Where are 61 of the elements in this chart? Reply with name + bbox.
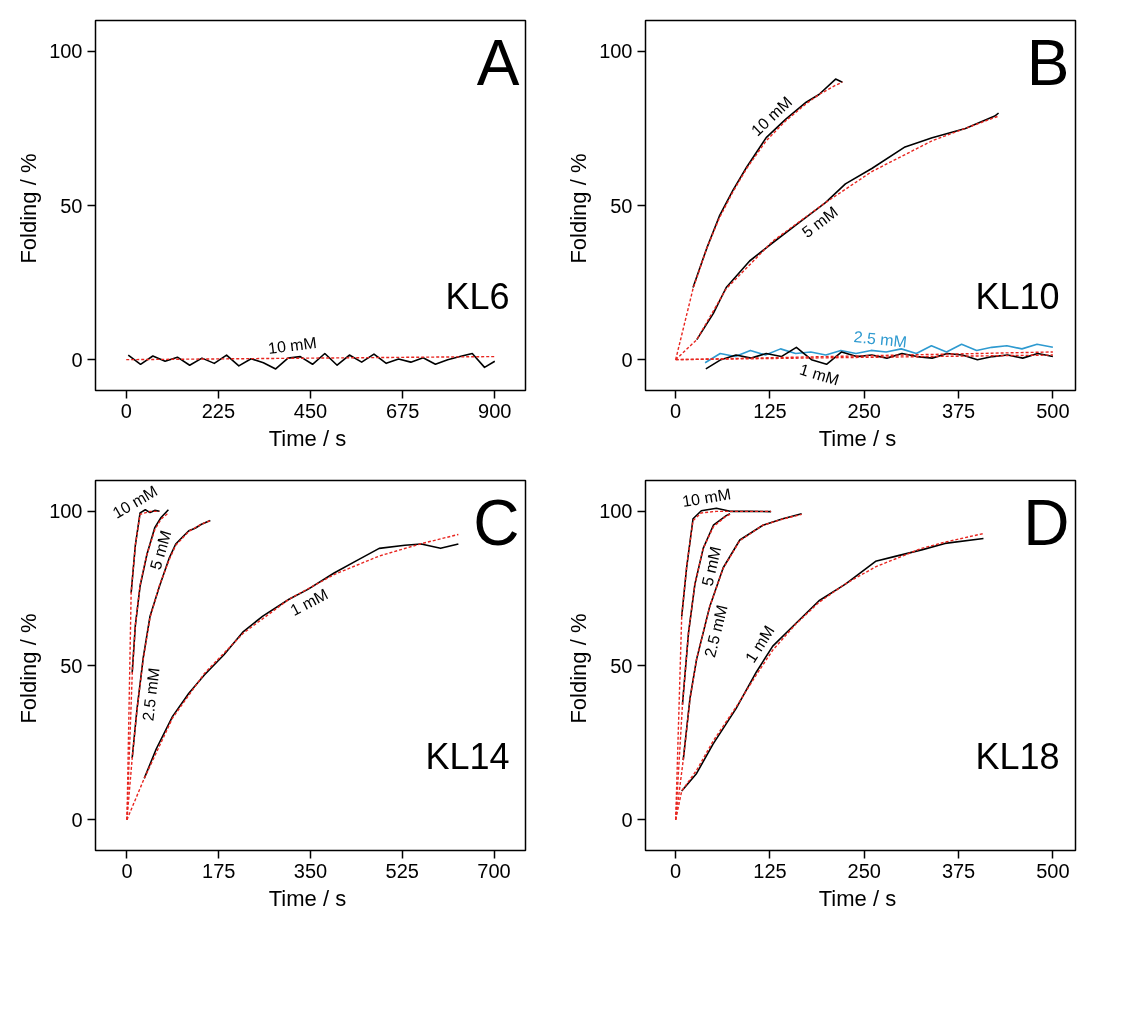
x-tick-label: 450 [293,399,328,422]
x-tick-label: 0 [670,399,682,422]
x-tick-label: 375 [941,859,976,882]
y-tick-label: 0 [621,348,633,371]
x-tick-label: 700 [477,859,511,882]
y-tick-label: 100 [599,40,633,63]
y-tick-label: 50 [60,194,83,217]
x-tick-label: 900 [478,399,512,422]
text: 10 mM [267,334,318,357]
text: 1 mM [287,585,331,620]
y-axis-title: Folding / % [16,153,42,264]
x-tick-label: 125 [753,859,787,882]
x-tick-label: 125 [753,399,787,422]
annotation: B [1026,26,1070,99]
legend-label: 10 mM [109,482,161,522]
x-tick-label: 0 [120,399,132,422]
text: 2.5 mM [139,666,163,722]
x-tick-label: 250 [847,859,881,882]
text: 5 mM [798,203,841,241]
x-tick-label: 500 [1036,859,1070,882]
x-tick-label: 375 [941,399,976,422]
y-axis-title: Folding / % [566,613,592,724]
annotation: A [476,26,520,99]
text: 5 mM [698,544,725,588]
x-tick-label: 675 [385,399,420,422]
x-axis-title: Time / s [818,885,897,911]
y-tick-label: 50 [610,194,633,217]
y-tick-label: 50 [610,654,633,677]
x-tick-label: 250 [847,399,881,422]
x-tick-label: 0 [121,859,133,882]
x-tick-label: 350 [293,859,328,882]
x-axis-title: Time / s [268,425,347,451]
x-tick-label: 500 [1036,399,1070,422]
x-tick-label: 225 [201,399,236,422]
text: 2.5 mM [853,328,908,351]
annotation: C [473,486,520,559]
y-tick-label: 100 [599,500,633,523]
y-tick-label: 100 [49,500,83,523]
y-tick-label: 0 [71,808,83,831]
annotation: KL6 [445,275,510,317]
text: 2.5 mM [701,603,731,660]
y-tick-label: 0 [71,348,83,371]
annotation: KL14 [425,735,510,777]
annotation: D [1023,486,1070,559]
text: 5 mM [146,528,175,572]
y-axis-title: Folding / % [16,613,42,724]
text: 1 mM [797,360,841,389]
y-axis-title: Folding / % [566,153,592,264]
x-tick-label: 525 [385,859,419,882]
x-tick-label: 0 [670,859,682,882]
y-tick-label: 100 [49,40,83,63]
y-tick-label: 50 [60,654,83,677]
text: 10 mM [681,485,733,511]
x-axis-title: Time / s [268,885,347,911]
annotation: KL18 [975,735,1060,777]
text: 1 mM [741,622,778,666]
x-axis-title: Time / s [818,425,897,451]
y-tick-label: 0 [621,808,633,831]
x-tick-label: 175 [202,859,236,882]
text: 10 mM [747,93,796,140]
annotation: KL10 [975,275,1060,317]
